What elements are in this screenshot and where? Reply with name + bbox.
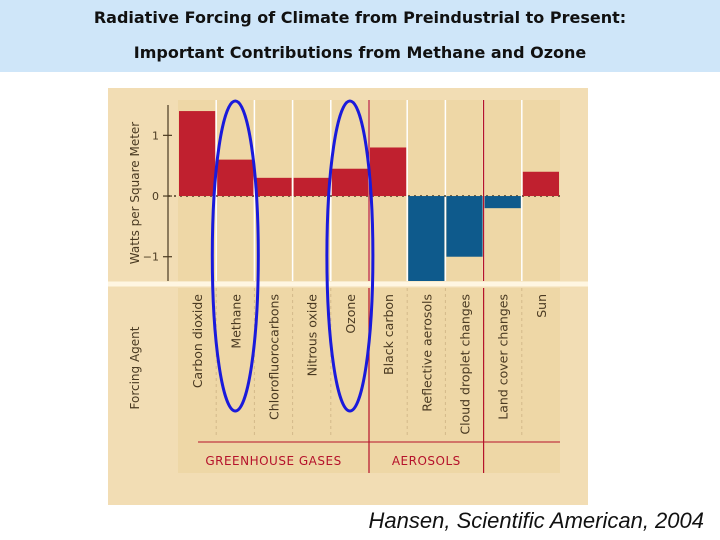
category-label: Cloud droplet changes xyxy=(458,294,473,435)
x-axis-title: Forcing Agent xyxy=(128,326,142,409)
y-tick-label: 0 xyxy=(152,190,159,203)
citation-caption: Hansen, Scientific American, 2004 xyxy=(368,508,704,533)
bar-chlorofluorocarbons xyxy=(255,177,292,197)
y-tick-label: 1 xyxy=(152,129,159,142)
bar-sun xyxy=(522,171,559,197)
category-label: Sun xyxy=(534,294,549,318)
bar-land-cover-changes xyxy=(484,196,521,209)
category-label: Reflective aerosols xyxy=(419,294,434,412)
highlight-ellipse xyxy=(210,99,260,413)
bar-cloud-droplet-changes xyxy=(446,196,483,257)
slide-title-line2: Important Contributions from Methane and… xyxy=(133,43,587,62)
category-label: Chlorofluorocarbons xyxy=(267,294,282,420)
slide-header: Radiative Forcing of Climate from Preind… xyxy=(0,0,720,72)
bar-methane xyxy=(217,159,254,197)
highlight-ellipse xyxy=(325,99,375,413)
bar-reflective-aerosols xyxy=(408,196,445,281)
bar-ozone xyxy=(331,168,368,197)
slide-title-line1: Radiative Forcing of Climate from Preind… xyxy=(93,8,627,27)
category-label: Methane xyxy=(228,294,243,349)
group-label: AEROSOLS xyxy=(392,454,461,468)
category-label: Ozone xyxy=(343,294,358,334)
category-label: Nitrous oxide xyxy=(305,294,320,377)
y-axis-title: Watts per Square Meter xyxy=(128,122,142,265)
group-label: GREENHOUSE GASES xyxy=(205,454,341,468)
category-label: Land cover changes xyxy=(496,294,511,420)
bar-black-carbon xyxy=(370,147,407,197)
bar-nitrous-oxide xyxy=(293,177,330,197)
category-label: Carbon dioxide xyxy=(190,294,205,388)
category-label: Black carbon xyxy=(381,294,396,375)
y-tick-label: −1 xyxy=(143,251,159,264)
bar-carbon-dioxide xyxy=(179,111,216,197)
